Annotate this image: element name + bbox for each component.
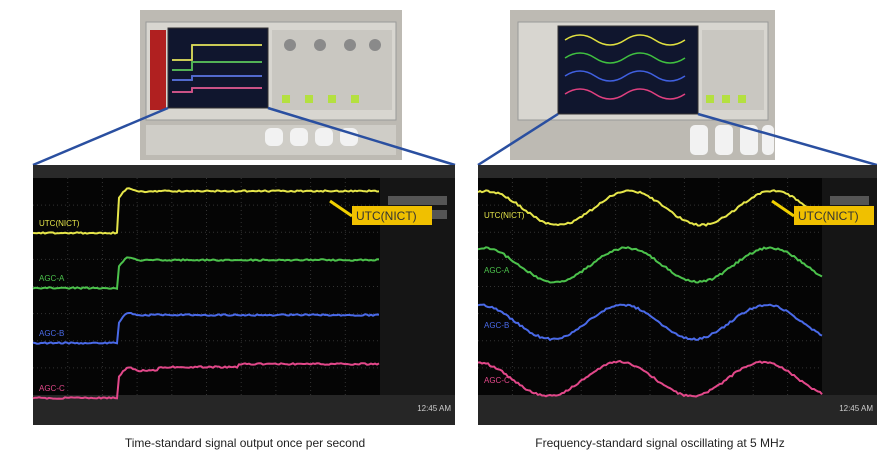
caption: Time-standard signal output once per sec… (125, 436, 365, 450)
channel-label: UTC(NICT) (39, 219, 80, 228)
channel-label: AGC-B (484, 321, 509, 330)
side-button (830, 196, 869, 205)
bottom-bar (33, 395, 455, 425)
channel-label: AGC-C (39, 384, 65, 393)
bottom-bar (478, 395, 877, 425)
channel-label: AGC-B (39, 329, 64, 338)
caption: Frequency-standard signal oscillating at… (535, 436, 784, 450)
top-bar (33, 165, 455, 178)
photo-right (510, 10, 775, 160)
top-bar (478, 165, 877, 178)
channel-label: AGC-C (484, 376, 510, 385)
channel-label: AGC-A (39, 274, 65, 283)
clock: 12:45 AM (417, 404, 451, 413)
screen (478, 165, 877, 425)
channel-label: UTC(NICT) (484, 211, 525, 220)
scope-left: UTC(NICT) AGC-A AGC-B AGC-C 12:45 AM UTC(NICT… (33, 165, 455, 425)
scope-right: UTC(NICT) AGC-A AGC-B AGC-C 12:45 AM UTC(NICT… (478, 165, 877, 425)
callout-label: UTC(NICT) (798, 209, 859, 223)
clock: 12:45 AM (839, 404, 873, 413)
side-button (388, 196, 447, 205)
channel-label: AGC-A (484, 266, 510, 275)
callout-label: UTC(NICT) (356, 209, 417, 223)
